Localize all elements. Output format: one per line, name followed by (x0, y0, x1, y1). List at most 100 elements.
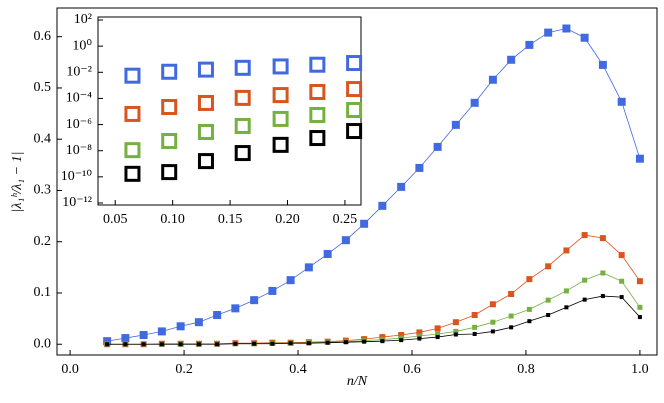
point (161, 133, 178, 150)
point (433, 142, 442, 151)
point (141, 342, 146, 347)
point (309, 84, 326, 101)
point (123, 342, 128, 347)
point (121, 334, 130, 343)
point (161, 63, 178, 80)
point (434, 325, 441, 332)
point (231, 304, 240, 313)
point (124, 105, 141, 122)
x-tick-label: 0.10 (160, 212, 185, 227)
point (398, 332, 405, 339)
point (234, 89, 251, 106)
point (379, 334, 386, 341)
point (416, 329, 423, 336)
x-tick-label: 1.0 (631, 362, 649, 377)
point (161, 164, 178, 181)
y-tick-label: 0.4 (34, 131, 52, 146)
point (105, 342, 110, 347)
point (508, 291, 515, 298)
point (197, 61, 214, 78)
point (197, 153, 214, 170)
series-line (107, 234, 641, 345)
point (213, 311, 222, 320)
point (471, 312, 478, 319)
point (619, 295, 624, 300)
point (563, 247, 570, 254)
x-tick-label: 0.05 (103, 212, 128, 227)
point (509, 325, 514, 330)
point (489, 301, 496, 308)
point (176, 322, 185, 331)
point (417, 336, 422, 341)
point (234, 145, 251, 162)
y-tick-label: 10⁻⁶ (66, 117, 92, 132)
point (346, 102, 363, 119)
point (599, 235, 606, 242)
point (507, 55, 516, 64)
point (309, 106, 326, 123)
point (564, 305, 569, 310)
point (398, 335, 404, 341)
point (323, 250, 332, 259)
point (415, 163, 424, 172)
y-tick-label: 10² (74, 12, 92, 27)
point (309, 130, 326, 147)
point (234, 117, 251, 134)
point (472, 331, 477, 336)
point (196, 342, 201, 347)
x-tick-label: 0.4 (289, 362, 307, 377)
point (580, 33, 589, 42)
point (325, 340, 330, 345)
point (360, 219, 369, 228)
point (581, 232, 588, 239)
x-tick-label: 0.25 (333, 212, 358, 227)
point (544, 28, 553, 37)
point (161, 99, 178, 116)
point (582, 297, 587, 302)
point (157, 327, 166, 336)
point (346, 81, 363, 98)
plot-area (97, 16, 362, 206)
y-tick-label: 10⁰ (72, 38, 92, 53)
point (343, 340, 348, 345)
point (139, 331, 148, 340)
point (272, 136, 289, 153)
point (562, 24, 571, 33)
y-tick-label: 0.3 (34, 183, 52, 198)
point (341, 236, 350, 245)
point (526, 306, 532, 312)
point (453, 328, 459, 334)
point (636, 278, 643, 285)
point (451, 120, 460, 129)
point (124, 142, 141, 159)
point (378, 201, 387, 210)
point (435, 331, 441, 337)
y-tick-label: 10⁻⁴ (66, 91, 92, 106)
x-tick-label: 0.2 (175, 362, 193, 377)
point (435, 335, 440, 340)
point (362, 339, 367, 344)
point (526, 276, 533, 283)
point (159, 342, 164, 347)
x-tick-label: 0.6 (403, 362, 421, 377)
point (233, 341, 238, 346)
point (490, 329, 495, 334)
point (525, 40, 534, 49)
point (527, 319, 532, 324)
point (286, 276, 295, 285)
point (637, 315, 642, 320)
point (488, 75, 497, 84)
point (563, 288, 569, 294)
x-axis-label: n/N (347, 374, 368, 389)
point (194, 318, 203, 327)
point (215, 342, 220, 347)
point (346, 123, 363, 140)
x-tick-label: 0.20 (275, 212, 300, 227)
point (380, 339, 385, 344)
point (103, 337, 112, 346)
point (288, 341, 293, 346)
point (637, 304, 643, 310)
point (470, 98, 479, 107)
